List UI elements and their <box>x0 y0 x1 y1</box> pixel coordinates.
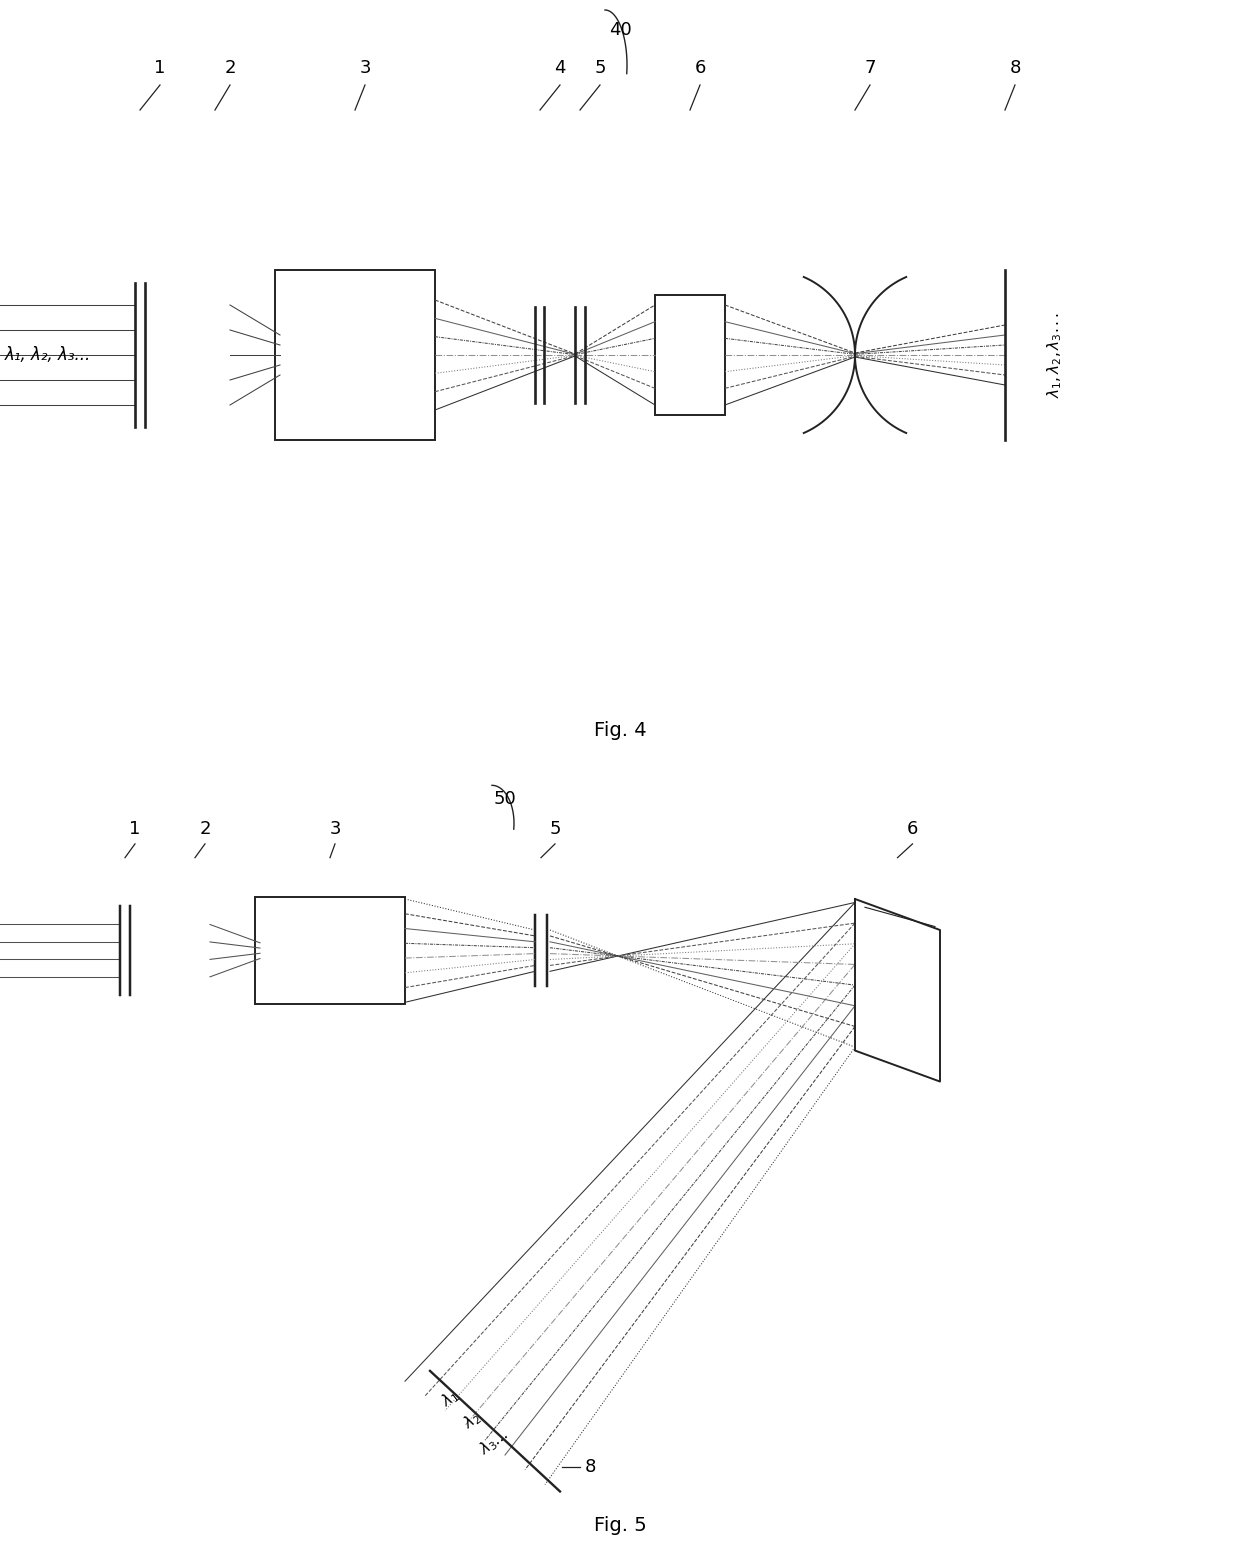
Text: 8: 8 <box>585 1459 596 1476</box>
Text: 1: 1 <box>129 820 140 839</box>
Text: λ₁, λ₂, λ₃...: λ₁, λ₂, λ₃... <box>5 346 92 364</box>
Text: $\lambda_3$...: $\lambda_3$... <box>476 1426 512 1460</box>
Text: 6: 6 <box>906 820 918 839</box>
Text: 4: 4 <box>554 59 565 78</box>
Text: 3: 3 <box>360 59 371 78</box>
Text: 7: 7 <box>864 59 875 78</box>
Bar <box>655 294 725 415</box>
Text: Fig. 5: Fig. 5 <box>594 1516 646 1536</box>
Text: 6: 6 <box>694 59 706 78</box>
Text: 2: 2 <box>200 820 211 839</box>
Text: $\lambda_1$: $\lambda_1$ <box>438 1386 463 1410</box>
Text: 5: 5 <box>594 59 606 78</box>
Text: 8: 8 <box>1009 59 1021 78</box>
Text: 50: 50 <box>494 790 516 808</box>
Text: 3: 3 <box>330 820 341 839</box>
Text: 1: 1 <box>154 59 166 78</box>
Bar <box>275 270 435 440</box>
Text: 40: 40 <box>609 22 631 39</box>
Text: 5: 5 <box>549 820 560 839</box>
Text: 2: 2 <box>224 59 236 78</box>
Text: $\lambda_1, \lambda_2, \lambda_3...$: $\lambda_1, \lambda_2, \lambda_3...$ <box>1045 312 1064 398</box>
Bar <box>255 897 405 1004</box>
Text: Fig. 4: Fig. 4 <box>594 721 646 739</box>
Text: $\lambda_2$: $\lambda_2$ <box>460 1407 485 1434</box>
